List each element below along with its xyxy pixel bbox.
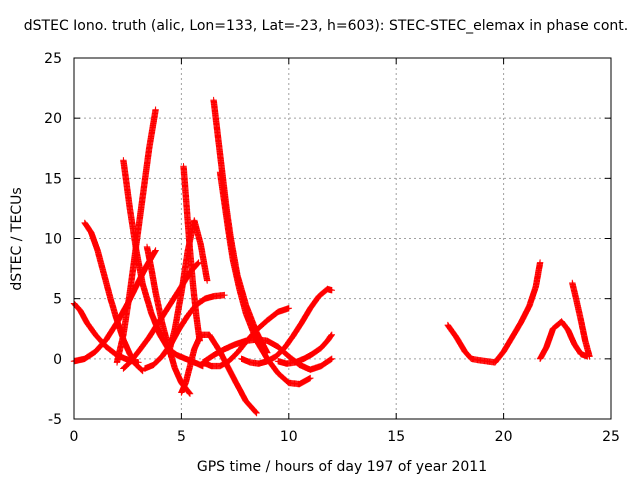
plot-frame bbox=[73, 57, 612, 420]
series-11-markers bbox=[165, 217, 211, 358]
series-14 bbox=[216, 169, 314, 388]
series-16 bbox=[238, 285, 335, 367]
x-tick-label: 10 bbox=[280, 429, 298, 445]
y-axis-label: dSTEC / TECUs bbox=[9, 187, 25, 290]
series-9 bbox=[178, 331, 260, 417]
y-tick-label: 15 bbox=[44, 171, 62, 187]
series-20-markers bbox=[569, 279, 593, 360]
y-tick-label: -5 bbox=[48, 412, 62, 428]
series-17 bbox=[274, 331, 335, 367]
chart-title: dSTEC Iono. truth (alic, Lon=133, Lat=-2… bbox=[24, 18, 628, 34]
series-6-markers bbox=[113, 106, 159, 366]
series-13 bbox=[210, 96, 271, 356]
x-axis-label: GPS time / hours of day 197 of year 2011 bbox=[197, 459, 487, 475]
y-tick-label: 10 bbox=[44, 232, 62, 248]
series-6 bbox=[113, 106, 159, 366]
data-points bbox=[70, 96, 593, 417]
series-17-markers bbox=[274, 331, 335, 367]
series-9-markers bbox=[178, 331, 260, 417]
series-13-markers bbox=[210, 96, 271, 356]
series-15 bbox=[199, 336, 335, 373]
x-tick-label: 15 bbox=[387, 429, 405, 445]
series-15-markers bbox=[199, 336, 335, 373]
series-18-markers bbox=[444, 259, 544, 366]
series-16-markers bbox=[238, 285, 335, 367]
series-19-markers bbox=[536, 318, 591, 362]
x-tick-label: 5 bbox=[177, 429, 186, 445]
y-tick-label: 20 bbox=[44, 111, 62, 127]
y-tick-label: 5 bbox=[53, 292, 62, 308]
series-18 bbox=[444, 259, 544, 366]
y-tick-label: 25 bbox=[44, 51, 62, 67]
series-11 bbox=[165, 217, 211, 358]
x-tick-label: 20 bbox=[495, 429, 513, 445]
x-tick-label: 25 bbox=[602, 429, 620, 445]
series-19 bbox=[536, 318, 591, 362]
series-20 bbox=[569, 279, 593, 360]
tick-labels: 0 5 10 15 20 25 -5 0 5 10 15 20 25 bbox=[44, 51, 620, 445]
y-tick-label: 0 bbox=[53, 352, 62, 368]
x-tick-label: 0 bbox=[70, 429, 79, 445]
series-14-markers bbox=[216, 169, 314, 388]
